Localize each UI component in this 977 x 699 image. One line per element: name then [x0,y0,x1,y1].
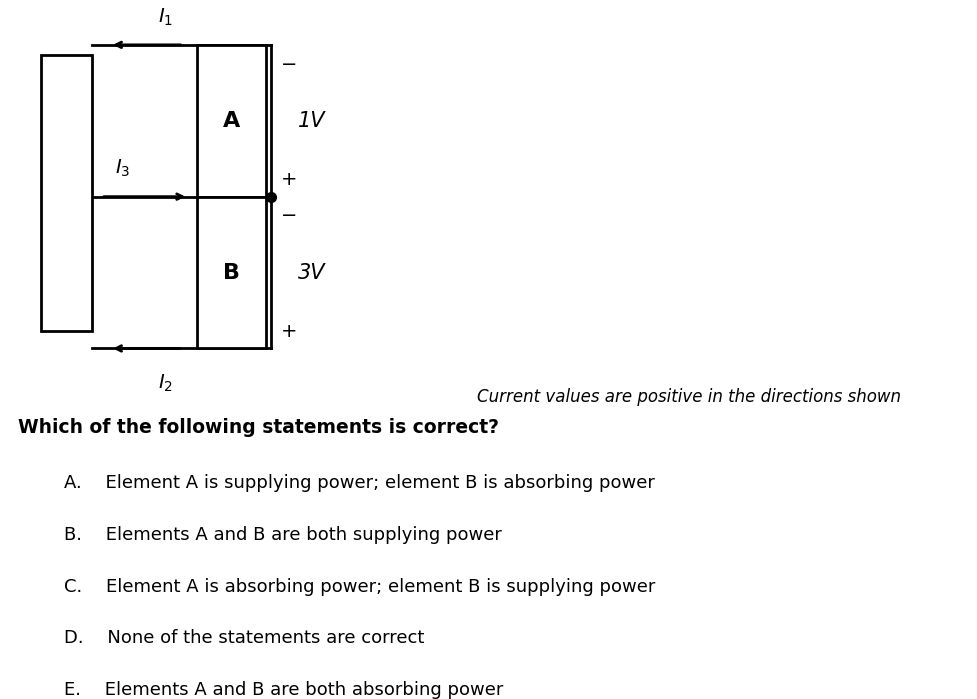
FancyBboxPatch shape [197,196,266,348]
Text: $I_3$: $I_3$ [114,158,130,180]
Text: 1V: 1V [298,110,325,131]
Text: $I_1$: $I_1$ [157,6,173,27]
Text: 3V: 3V [298,263,325,282]
Text: $I_2$: $I_2$ [157,373,173,394]
Text: D.  None of the statements are correct: D. None of the statements are correct [64,629,424,647]
Text: A.  Element A is supplying power; element B is absorbing power: A. Element A is supplying power; element… [64,474,655,492]
Text: Current values are positive in the directions shown: Current values are positive in the direc… [477,388,901,405]
Text: $+$: $+$ [279,170,296,189]
FancyBboxPatch shape [41,55,92,331]
Text: $-$: $-$ [279,52,296,71]
Text: C.  Element A is absorbing power; element B is supplying power: C. Element A is absorbing power; element… [64,577,655,596]
Text: $-$: $-$ [279,204,296,224]
Text: A: A [223,110,240,131]
Text: B.  Elements A and B are both supplying power: B. Elements A and B are both supplying p… [64,526,501,544]
Text: $+$: $+$ [279,322,296,340]
FancyBboxPatch shape [197,45,266,196]
Text: B: B [223,263,240,282]
Text: E.  Elements A and B are both absorbing power: E. Elements A and B are both absorbing p… [64,681,503,699]
Text: Which of the following statements is correct?: Which of the following statements is cor… [19,418,499,438]
